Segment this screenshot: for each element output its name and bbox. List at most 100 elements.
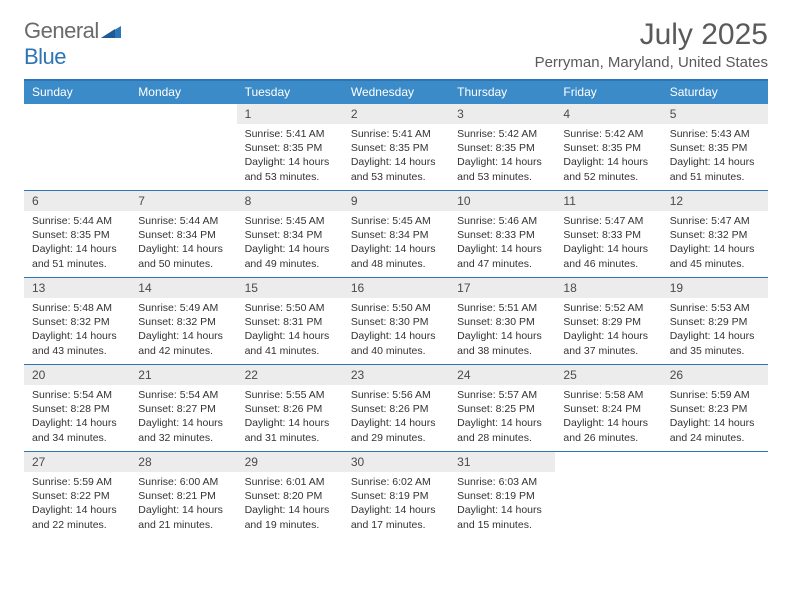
day-body: Sunrise: 5:54 AMSunset: 8:27 PMDaylight:… <box>130 385 236 451</box>
day-number: 24 <box>449 365 555 385</box>
day-cell: 29Sunrise: 6:01 AMSunset: 8:20 PMDayligh… <box>237 452 343 538</box>
day-number: 26 <box>662 365 768 385</box>
daylight-line: Daylight: 14 hours and 45 minutes. <box>670 242 760 270</box>
day-body: Sunrise: 5:45 AMSunset: 8:34 PMDaylight:… <box>237 211 343 277</box>
sunset-line: Sunset: 8:34 PM <box>245 228 335 242</box>
day-cell: 2Sunrise: 5:41 AMSunset: 8:35 PMDaylight… <box>343 104 449 190</box>
sunset-line: Sunset: 8:26 PM <box>351 402 441 416</box>
sunset-line: Sunset: 8:32 PM <box>670 228 760 242</box>
day-number: 10 <box>449 191 555 211</box>
day-body: Sunrise: 5:49 AMSunset: 8:32 PMDaylight:… <box>130 298 236 364</box>
daylight-line: Daylight: 14 hours and 53 minutes. <box>245 155 335 183</box>
daylight-line: Daylight: 14 hours and 43 minutes. <box>32 329 122 357</box>
daylight-line: Daylight: 14 hours and 34 minutes. <box>32 416 122 444</box>
daylight-line: Daylight: 14 hours and 52 minutes. <box>563 155 653 183</box>
day-number: 2 <box>343 104 449 124</box>
day-cell <box>662 452 768 538</box>
logo-text-blue: Blue <box>24 44 66 69</box>
sunrise-line: Sunrise: 5:45 AM <box>351 214 441 228</box>
day-number: 16 <box>343 278 449 298</box>
sunset-line: Sunset: 8:33 PM <box>457 228 547 242</box>
daylight-line: Daylight: 14 hours and 31 minutes. <box>245 416 335 444</box>
day-cell <box>130 104 236 190</box>
day-body: Sunrise: 5:45 AMSunset: 8:34 PMDaylight:… <box>343 211 449 277</box>
sunset-line: Sunset: 8:24 PM <box>563 402 653 416</box>
sunrise-line: Sunrise: 5:48 AM <box>32 301 122 315</box>
sunrise-line: Sunrise: 6:00 AM <box>138 475 228 489</box>
sunset-line: Sunset: 8:30 PM <box>457 315 547 329</box>
day-body: Sunrise: 5:41 AMSunset: 8:35 PMDaylight:… <box>343 124 449 190</box>
day-cell <box>24 104 130 190</box>
week-row: 1Sunrise: 5:41 AMSunset: 8:35 PMDaylight… <box>24 104 768 190</box>
weeks-container: 1Sunrise: 5:41 AMSunset: 8:35 PMDaylight… <box>24 104 768 538</box>
day-number: 17 <box>449 278 555 298</box>
day-number: 20 <box>24 365 130 385</box>
dow-header-cell: Friday <box>555 81 661 104</box>
day-cell: 25Sunrise: 5:58 AMSunset: 8:24 PMDayligh… <box>555 365 661 451</box>
daylight-line: Daylight: 14 hours and 50 minutes. <box>138 242 228 270</box>
day-number: 8 <box>237 191 343 211</box>
daylight-line: Daylight: 14 hours and 40 minutes. <box>351 329 441 357</box>
day-number: 3 <box>449 104 555 124</box>
logo: General Blue <box>24 18 121 70</box>
day-number: 12 <box>662 191 768 211</box>
day-body: Sunrise: 5:50 AMSunset: 8:31 PMDaylight:… <box>237 298 343 364</box>
daylight-line: Daylight: 14 hours and 47 minutes. <box>457 242 547 270</box>
daylight-line: Daylight: 14 hours and 37 minutes. <box>563 329 653 357</box>
sunrise-line: Sunrise: 5:54 AM <box>32 388 122 402</box>
sunrise-line: Sunrise: 5:45 AM <box>245 214 335 228</box>
day-cell: 12Sunrise: 5:47 AMSunset: 8:32 PMDayligh… <box>662 191 768 277</box>
day-number: 18 <box>555 278 661 298</box>
daylight-line: Daylight: 14 hours and 51 minutes. <box>32 242 122 270</box>
daylight-line: Daylight: 14 hours and 22 minutes. <box>32 503 122 531</box>
day-body: Sunrise: 5:44 AMSunset: 8:34 PMDaylight:… <box>130 211 236 277</box>
day-cell: 8Sunrise: 5:45 AMSunset: 8:34 PMDaylight… <box>237 191 343 277</box>
day-cell: 9Sunrise: 5:45 AMSunset: 8:34 PMDaylight… <box>343 191 449 277</box>
dow-header-cell: Tuesday <box>237 81 343 104</box>
sunset-line: Sunset: 8:32 PM <box>138 315 228 329</box>
day-cell <box>555 452 661 538</box>
daylight-line: Daylight: 14 hours and 28 minutes. <box>457 416 547 444</box>
sunrise-line: Sunrise: 5:47 AM <box>563 214 653 228</box>
sunrise-line: Sunrise: 5:56 AM <box>351 388 441 402</box>
sunset-line: Sunset: 8:35 PM <box>351 141 441 155</box>
day-body: Sunrise: 6:01 AMSunset: 8:20 PMDaylight:… <box>237 472 343 538</box>
sunrise-line: Sunrise: 5:46 AM <box>457 214 547 228</box>
day-body: Sunrise: 5:52 AMSunset: 8:29 PMDaylight:… <box>555 298 661 364</box>
sunset-line: Sunset: 8:19 PM <box>351 489 441 503</box>
day-cell: 17Sunrise: 5:51 AMSunset: 8:30 PMDayligh… <box>449 278 555 364</box>
daylight-line: Daylight: 14 hours and 35 minutes. <box>670 329 760 357</box>
day-body: Sunrise: 5:59 AMSunset: 8:22 PMDaylight:… <box>24 472 130 538</box>
calendar-grid: SundayMondayTuesdayWednesdayThursdayFrid… <box>24 79 768 538</box>
day-cell: 24Sunrise: 5:57 AMSunset: 8:25 PMDayligh… <box>449 365 555 451</box>
sunset-line: Sunset: 8:35 PM <box>457 141 547 155</box>
daylight-line: Daylight: 14 hours and 48 minutes. <box>351 242 441 270</box>
day-number: 29 <box>237 452 343 472</box>
day-cell: 5Sunrise: 5:43 AMSunset: 8:35 PMDaylight… <box>662 104 768 190</box>
day-cell: 28Sunrise: 6:00 AMSunset: 8:21 PMDayligh… <box>130 452 236 538</box>
day-cell: 22Sunrise: 5:55 AMSunset: 8:26 PMDayligh… <box>237 365 343 451</box>
day-cell: 18Sunrise: 5:52 AMSunset: 8:29 PMDayligh… <box>555 278 661 364</box>
daylight-line: Daylight: 14 hours and 24 minutes. <box>670 416 760 444</box>
daylight-line: Daylight: 14 hours and 46 minutes. <box>563 242 653 270</box>
day-body: Sunrise: 5:48 AMSunset: 8:32 PMDaylight:… <box>24 298 130 364</box>
day-body: Sunrise: 5:44 AMSunset: 8:35 PMDaylight:… <box>24 211 130 277</box>
day-body: Sunrise: 5:54 AMSunset: 8:28 PMDaylight:… <box>24 385 130 451</box>
day-cell: 27Sunrise: 5:59 AMSunset: 8:22 PMDayligh… <box>24 452 130 538</box>
logo-mark-icon <box>101 18 121 44</box>
sunrise-line: Sunrise: 5:53 AM <box>670 301 760 315</box>
sunrise-line: Sunrise: 5:44 AM <box>32 214 122 228</box>
sunset-line: Sunset: 8:27 PM <box>138 402 228 416</box>
sunset-line: Sunset: 8:35 PM <box>245 141 335 155</box>
day-number: 14 <box>130 278 236 298</box>
day-number: 9 <box>343 191 449 211</box>
daylight-line: Daylight: 14 hours and 38 minutes. <box>457 329 547 357</box>
sunset-line: Sunset: 8:28 PM <box>32 402 122 416</box>
day-cell: 16Sunrise: 5:50 AMSunset: 8:30 PMDayligh… <box>343 278 449 364</box>
day-body: Sunrise: 5:59 AMSunset: 8:23 PMDaylight:… <box>662 385 768 451</box>
day-body: Sunrise: 6:03 AMSunset: 8:19 PMDaylight:… <box>449 472 555 538</box>
day-cell: 1Sunrise: 5:41 AMSunset: 8:35 PMDaylight… <box>237 104 343 190</box>
sunset-line: Sunset: 8:19 PM <box>457 489 547 503</box>
header: General Blue July 2025 Perryman, Marylan… <box>24 18 768 71</box>
day-cell: 6Sunrise: 5:44 AMSunset: 8:35 PMDaylight… <box>24 191 130 277</box>
